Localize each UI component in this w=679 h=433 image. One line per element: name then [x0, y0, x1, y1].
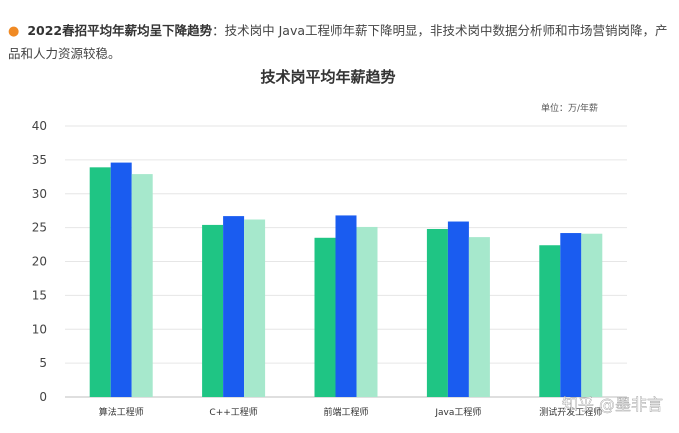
chart-unit: 单位：万/年薪: [541, 102, 598, 114]
y-tick-label: 15: [32, 288, 47, 302]
x-category-label: C++工程师: [209, 406, 257, 418]
bar: [356, 226, 378, 397]
bar: [468, 237, 490, 397]
chart-title: 技术岗平均年薪趋势: [260, 68, 395, 86]
summary-text: ● 2022春招平均年薪均呈下降趋势：技术岗中 Java工程师年薪下降明显，非技术…: [8, 20, 668, 65]
summary-body: ：技术岗中 Java工程师年薪下降明显，非技术岗中数据分析师和市场营销岗降，产品…: [8, 23, 668, 61]
bar: [335, 215, 357, 397]
bar: [223, 216, 245, 397]
bars-group: [89, 162, 603, 397]
bar: [426, 228, 448, 397]
summary-heading: 2022春招平均年薪均呈下降趋势: [27, 23, 213, 38]
x-axis-categories: 算法工程师 C++工程师 前端工程师 Java工程师 测试开发工程师: [99, 406, 603, 418]
bar: [131, 174, 153, 397]
bar: [244, 219, 266, 397]
y-tick-label: 30: [32, 187, 47, 201]
bar: [447, 221, 469, 397]
x-category-label: 算法工程师: [99, 406, 144, 418]
y-tick-label: 10: [32, 322, 47, 336]
y-tick-label: 35: [32, 153, 47, 167]
y-tick-label: 5: [39, 356, 47, 370]
y-axis-ticks: 0 5 10 15 20 25 30 35 40: [32, 119, 47, 404]
bar: [89, 167, 111, 397]
x-category-label: Java工程师: [434, 406, 481, 418]
corner-watermark: 知乎 @墨非言: [562, 395, 663, 414]
bar: [560, 233, 582, 397]
bar: [581, 233, 603, 397]
x-category-label: 前端工程师: [323, 406, 368, 418]
bar: [539, 245, 561, 397]
bar: [202, 224, 224, 397]
y-tick-label: 40: [32, 119, 47, 133]
bar: [314, 237, 336, 397]
y-tick-label: 0: [39, 390, 47, 404]
y-tick-label: 25: [32, 221, 47, 235]
bullet-dot-icon: ●: [8, 24, 20, 39]
bar: [110, 162, 132, 397]
x-category-label: 测试开发工程师: [539, 406, 602, 418]
y-tick-label: 20: [32, 255, 47, 269]
